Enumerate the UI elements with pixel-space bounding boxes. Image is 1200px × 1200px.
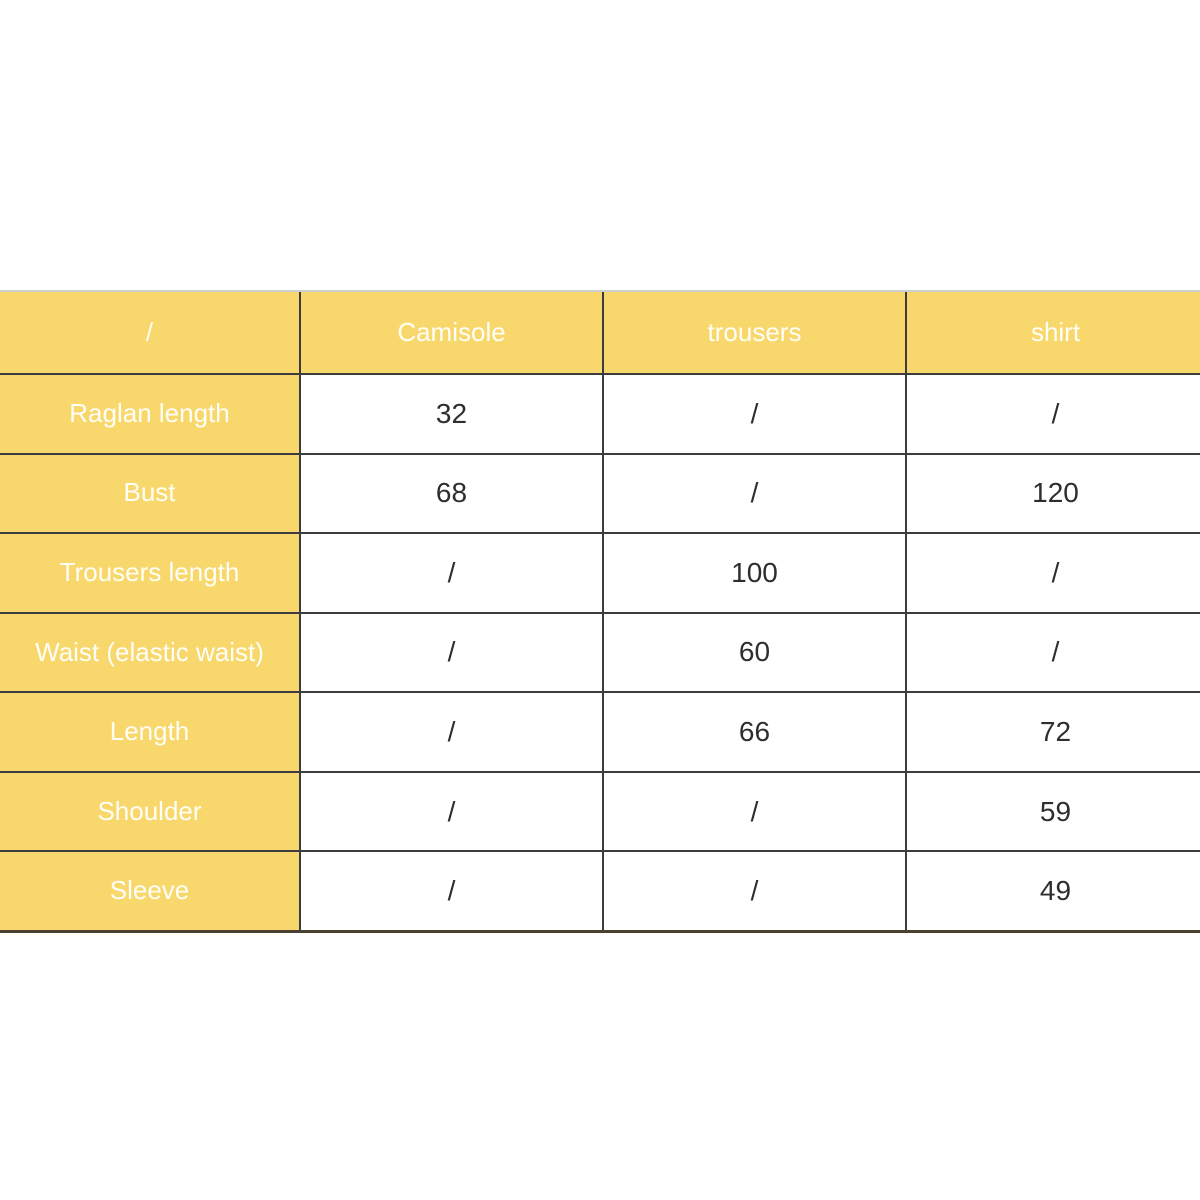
header-cell-shirt: shirt xyxy=(907,292,1200,373)
value-trousers-length-camisole: / xyxy=(301,534,602,612)
value-trousers-length-trousers: 100 xyxy=(604,534,905,612)
value-raglan-camisole: 32 xyxy=(301,375,602,453)
value-raglan-shirt: / xyxy=(907,375,1200,453)
value-sleeve-shirt: 49 xyxy=(907,852,1200,930)
value-shoulder-shirt: 59 xyxy=(907,772,1200,851)
value-waist-camisole: / xyxy=(301,613,602,692)
row-label-shoulder: Shoulder xyxy=(0,772,299,851)
row-label-length: Length xyxy=(0,693,299,771)
value-trousers-length-shirt: / xyxy=(907,534,1200,612)
header-cell-camisole: Camisole xyxy=(301,292,602,373)
value-length-shirt: 72 xyxy=(907,693,1200,771)
header-cell-corner: / xyxy=(0,292,299,373)
value-shoulder-trousers: / xyxy=(604,772,905,851)
size-chart-table: / Camisole trousers shirt Raglan length … xyxy=(0,290,1200,933)
row-label-sleeve: Sleeve xyxy=(0,852,299,930)
value-bust-camisole: 68 xyxy=(301,454,602,533)
value-raglan-trousers: / xyxy=(604,375,905,453)
row-label-waist: Waist (elastic waist) xyxy=(0,613,299,692)
value-shoulder-camisole: / xyxy=(301,772,602,851)
value-bust-shirt: 120 xyxy=(907,454,1200,533)
row-label-trousers-length: Trousers length xyxy=(0,534,299,612)
header-cell-trousers: trousers xyxy=(604,292,905,373)
value-sleeve-camisole: / xyxy=(301,852,602,930)
row-label-raglan-length: Raglan length xyxy=(0,375,299,453)
value-waist-shirt: / xyxy=(907,613,1200,692)
value-bust-trousers: / xyxy=(604,454,905,533)
row-label-bust: Bust xyxy=(0,454,299,533)
value-sleeve-trousers: / xyxy=(604,852,905,930)
value-length-trousers: 66 xyxy=(604,693,905,771)
value-length-camisole: / xyxy=(301,693,602,771)
value-waist-trousers: 60 xyxy=(604,613,905,692)
